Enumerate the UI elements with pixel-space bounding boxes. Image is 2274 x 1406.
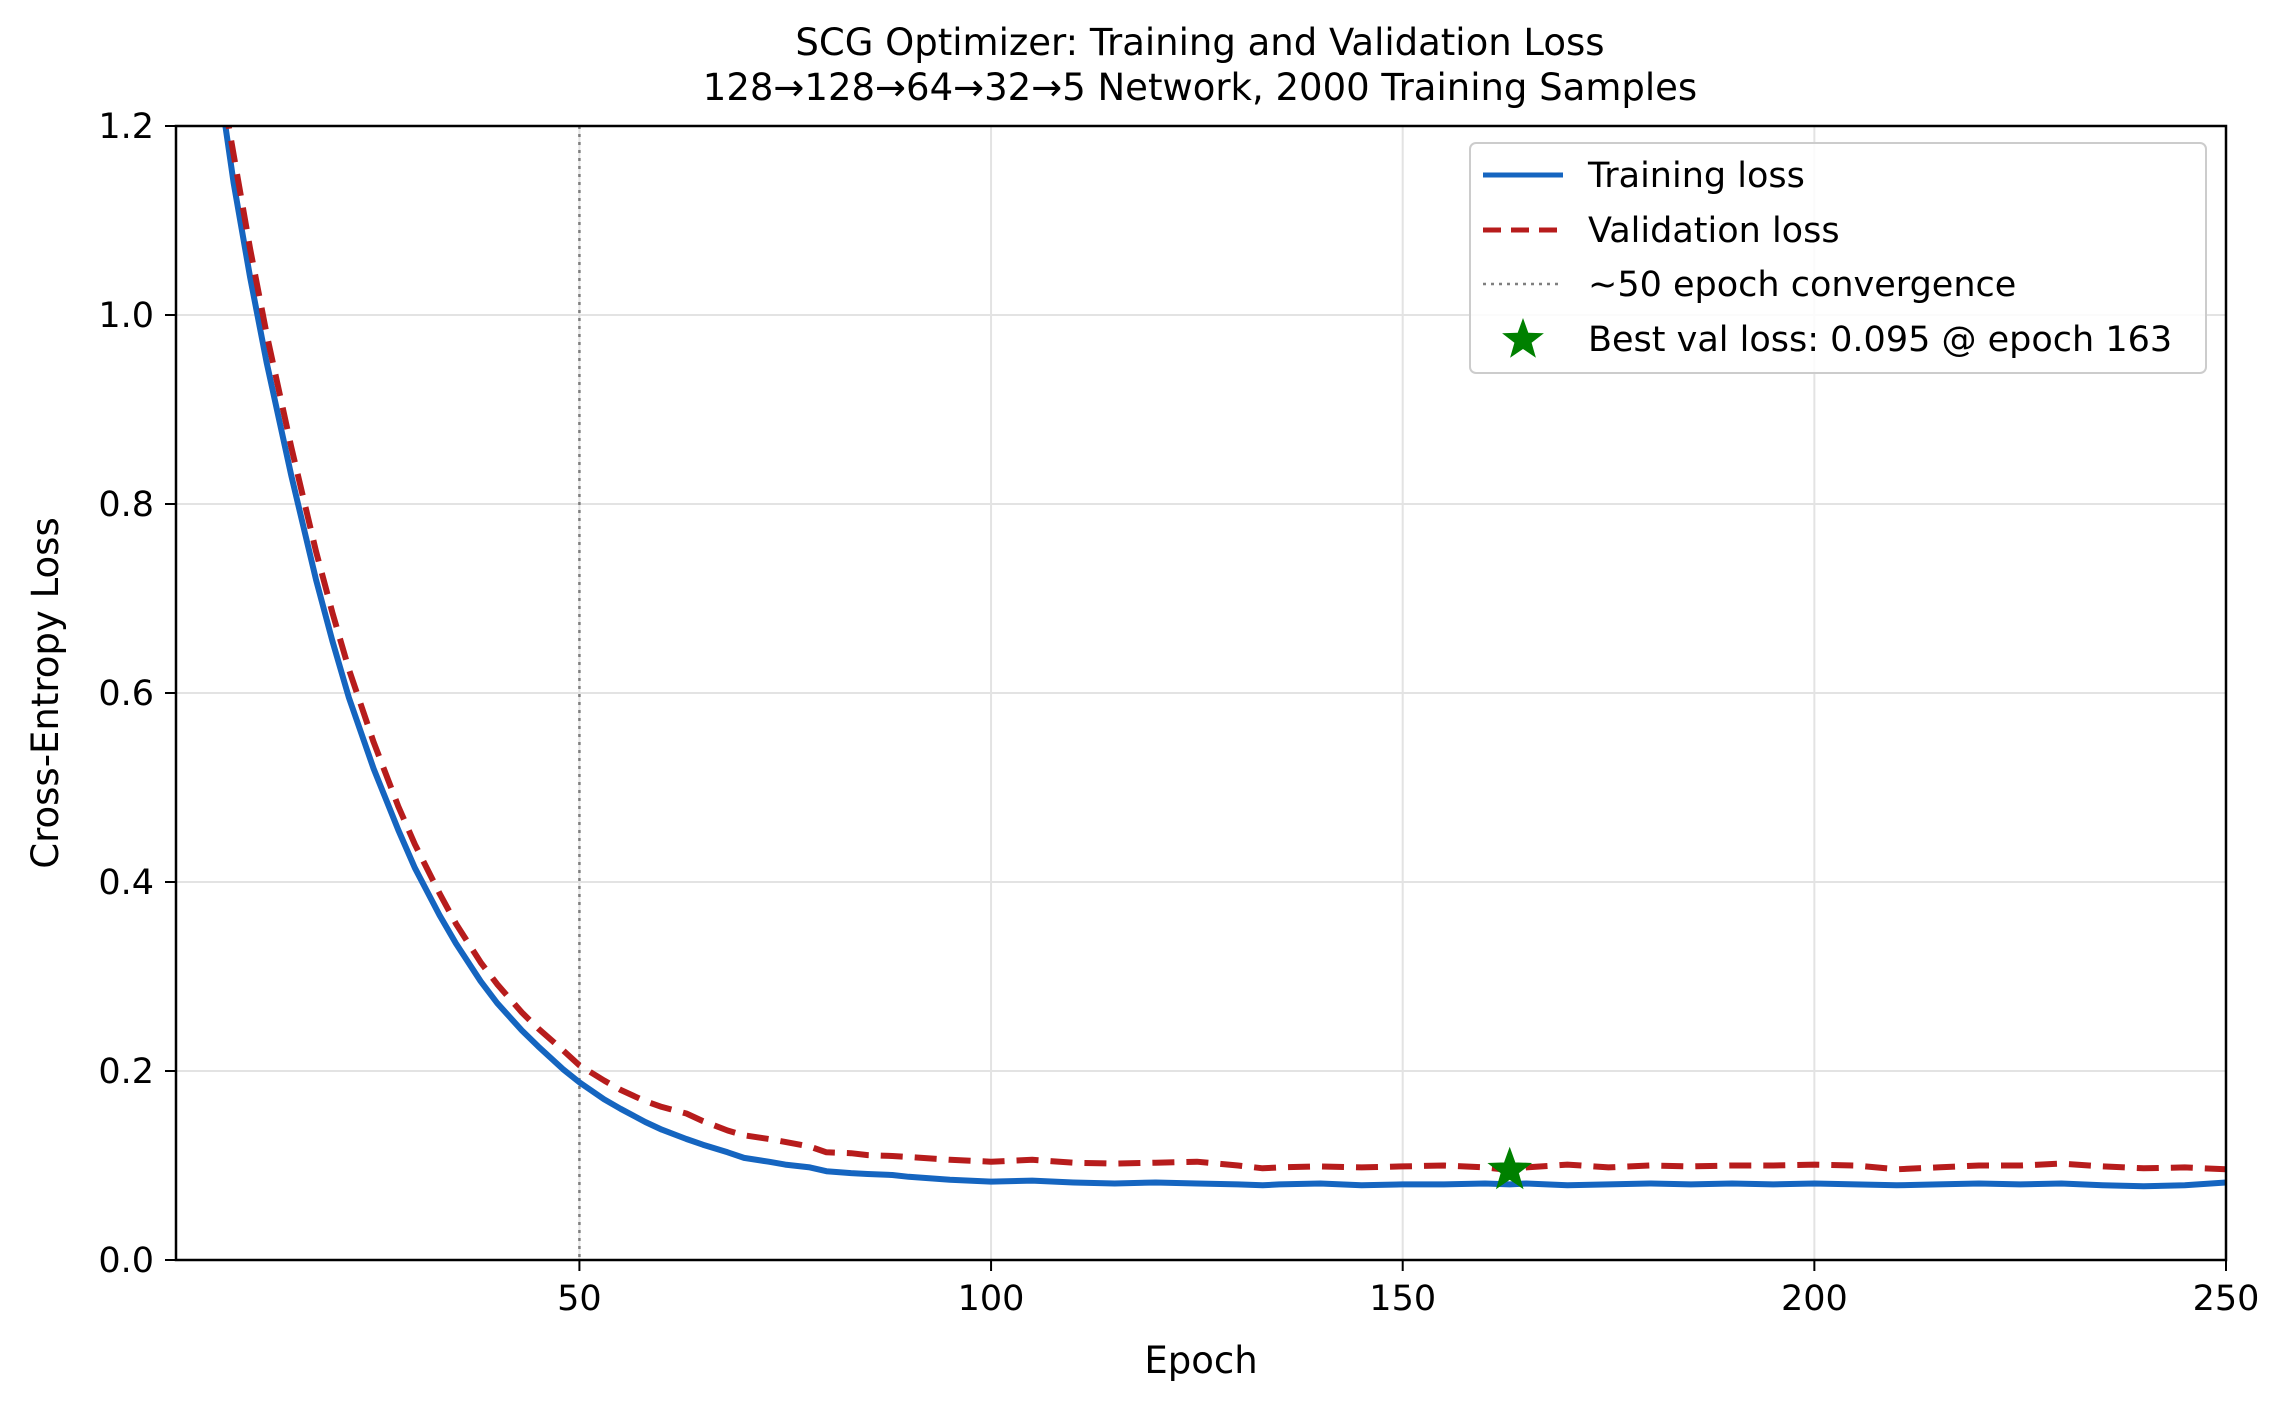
y-tick-label: 0.6: [98, 674, 154, 714]
chart-subtitle: 128→128→64→32→5 Network, 2000 Training S…: [703, 66, 1697, 109]
x-tick-label: 150: [1369, 1279, 1436, 1319]
legend-box: [1469, 142, 2207, 374]
x-tick-label: 200: [1781, 1279, 1848, 1319]
y-tick-label: 1.2: [98, 107, 154, 147]
y-tick-label: 1.0: [98, 296, 154, 336]
y-tick-label: 0.4: [98, 863, 154, 903]
y-tick-label: 0.8: [98, 485, 154, 525]
legend-label-reference: ~50 epoch convergence: [1588, 265, 2016, 305]
x-tick-label: 50: [557, 1279, 602, 1319]
y-axis-label: Cross-Entropy Loss: [24, 517, 67, 868]
x-tick-label: 250: [2193, 1279, 2260, 1319]
legend-star-icon: [1502, 318, 1544, 358]
legend-label-validation: Validation loss: [1588, 211, 1840, 251]
y-axis-ticks: 0.0 0.2 0.4 0.6 0.8 1.0 1.2: [98, 107, 176, 1281]
legend: Training loss Validation loss ~50 epoch …: [1469, 142, 2207, 374]
series-line-training: [222, 126, 2226, 1190]
chart-title: SCG Optimizer: Training and Validation L…: [795, 21, 1604, 64]
legend-label-training: Training loss: [1587, 156, 1805, 196]
legend-label-best-val: Best val loss: 0.095 @ epoch 163: [1588, 320, 2172, 360]
series-layer: [222, 126, 2226, 1190]
marker-layer: [1487, 1146, 1533, 1190]
x-axis-ticks: 50 100 150 200 250: [557, 1260, 2259, 1319]
y-tick-label: 0.0: [98, 1241, 154, 1281]
x-tick-label: 100: [958, 1279, 1025, 1319]
y-tick-label: 0.2: [98, 1052, 154, 1092]
series-line-validation: [225, 126, 2226, 1174]
x-axis-label: Epoch: [1144, 1339, 1257, 1382]
best-val-star-icon: [1487, 1146, 1533, 1190]
